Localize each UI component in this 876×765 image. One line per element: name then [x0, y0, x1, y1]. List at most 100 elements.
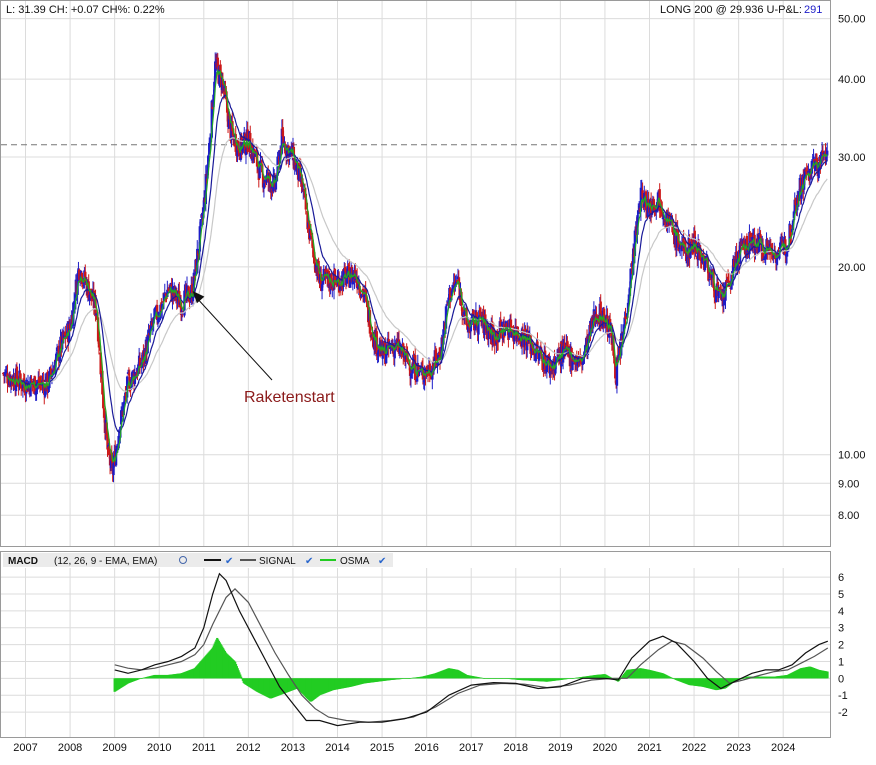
candle-body	[494, 344, 497, 346]
candle-body	[779, 242, 782, 250]
candle-body	[30, 378, 33, 381]
candle-body	[759, 234, 762, 238]
x-tick-label: 2015	[370, 742, 394, 754]
candle-body	[685, 253, 689, 264]
candle-body	[219, 64, 222, 71]
candle-body	[347, 264, 350, 266]
candle-body	[689, 246, 692, 258]
x-axis: 2007 2008 2009 2010 2011 2012 2013 2014 2015 2016…	[13, 742, 795, 754]
candle-body	[790, 228, 794, 233]
candle-body	[57, 345, 60, 361]
x-tick-label: 2014	[325, 742, 349, 754]
candle-body	[613, 356, 616, 364]
candle-body	[566, 340, 569, 350]
candle-body	[282, 136, 285, 146]
candle-body	[416, 362, 419, 377]
x-tick-label: 2024	[771, 742, 795, 754]
x-tick-label: 2011	[192, 742, 216, 754]
candle-body	[2, 373, 5, 375]
candle-body	[149, 329, 152, 336]
candle-body	[749, 232, 752, 242]
candle-body	[409, 373, 413, 379]
candle-body	[306, 210, 309, 230]
candle-body	[112, 463, 115, 476]
candle-body	[185, 285, 189, 298]
candle-body	[629, 268, 632, 289]
candle-body	[455, 280, 458, 284]
candle-body	[10, 376, 13, 381]
candle-body	[208, 141, 212, 145]
candle-body	[571, 360, 574, 371]
candle-body	[337, 277, 341, 293]
candle-body	[309, 229, 313, 236]
candle-body	[633, 230, 637, 256]
candle-body	[6, 373, 9, 384]
candle-body	[55, 353, 58, 361]
candle-body	[434, 349, 437, 358]
check-icon[interactable]: ✔	[378, 556, 386, 567]
y-tick-label: 30.00	[838, 152, 866, 164]
candle-body	[272, 173, 276, 175]
macd-y-tick-label: 6	[838, 572, 844, 584]
candle-body	[516, 326, 519, 337]
macd-legend-name: MACD	[8, 556, 38, 567]
check-icon[interactable]: ✔	[305, 556, 313, 567]
candle-body	[469, 322, 472, 332]
check-icon[interactable]: ✔	[225, 556, 233, 567]
candle-body	[227, 115, 231, 129]
candle-body	[299, 167, 302, 182]
candle-body	[701, 254, 704, 263]
candle-body	[37, 377, 41, 385]
candle-body	[478, 307, 482, 316]
candle-body	[456, 276, 460, 280]
candle-body	[72, 301, 76, 303]
candle-body	[508, 331, 511, 338]
candle-body	[745, 236, 749, 253]
candle-body	[117, 435, 120, 449]
candle-body	[368, 310, 372, 334]
y-tick-label: 8.00	[838, 510, 859, 522]
candle-body	[313, 252, 316, 264]
candle-body	[725, 280, 728, 282]
candle-body	[408, 367, 412, 376]
candle-body	[161, 301, 165, 303]
candle-body	[792, 211, 796, 219]
candle-body	[384, 354, 388, 364]
candle-body	[237, 148, 241, 157]
candle-body	[564, 347, 567, 354]
candle-body	[439, 358, 443, 361]
candle-body	[351, 273, 355, 285]
macd-y-tick-label: 0	[838, 673, 844, 685]
candle-body	[625, 316, 628, 319]
candle-body	[736, 259, 739, 271]
candle-body	[440, 337, 443, 360]
candle-body	[97, 339, 101, 348]
candle-body	[16, 382, 19, 386]
candle-body	[225, 98, 229, 113]
candle-body	[435, 355, 438, 365]
candle-body	[311, 239, 314, 249]
candle-body	[164, 293, 167, 295]
x-tick-label: 2016	[414, 742, 438, 754]
price-panel	[0, 0, 831, 547]
candle-body	[176, 299, 179, 301]
annotation-label: Raketenstart	[244, 389, 335, 406]
settings-icon[interactable]	[179, 556, 187, 564]
x-tick-label: 2007	[13, 742, 37, 754]
candle-body	[95, 313, 98, 316]
candle-body	[473, 315, 476, 331]
candle-body	[161, 303, 164, 310]
candle-body	[660, 208, 663, 210]
y-tick-label: 10.00	[838, 450, 866, 462]
candle-body	[295, 164, 298, 172]
candle-body	[450, 290, 454, 296]
candle-body	[189, 297, 192, 301]
candle-body	[445, 304, 449, 306]
candle-body	[208, 142, 211, 155]
x-tick-label: 2017	[459, 742, 483, 754]
x-tick-label: 2010	[147, 742, 171, 754]
candle-body	[537, 350, 541, 361]
candle-body	[202, 197, 206, 210]
candle-body	[261, 174, 265, 188]
